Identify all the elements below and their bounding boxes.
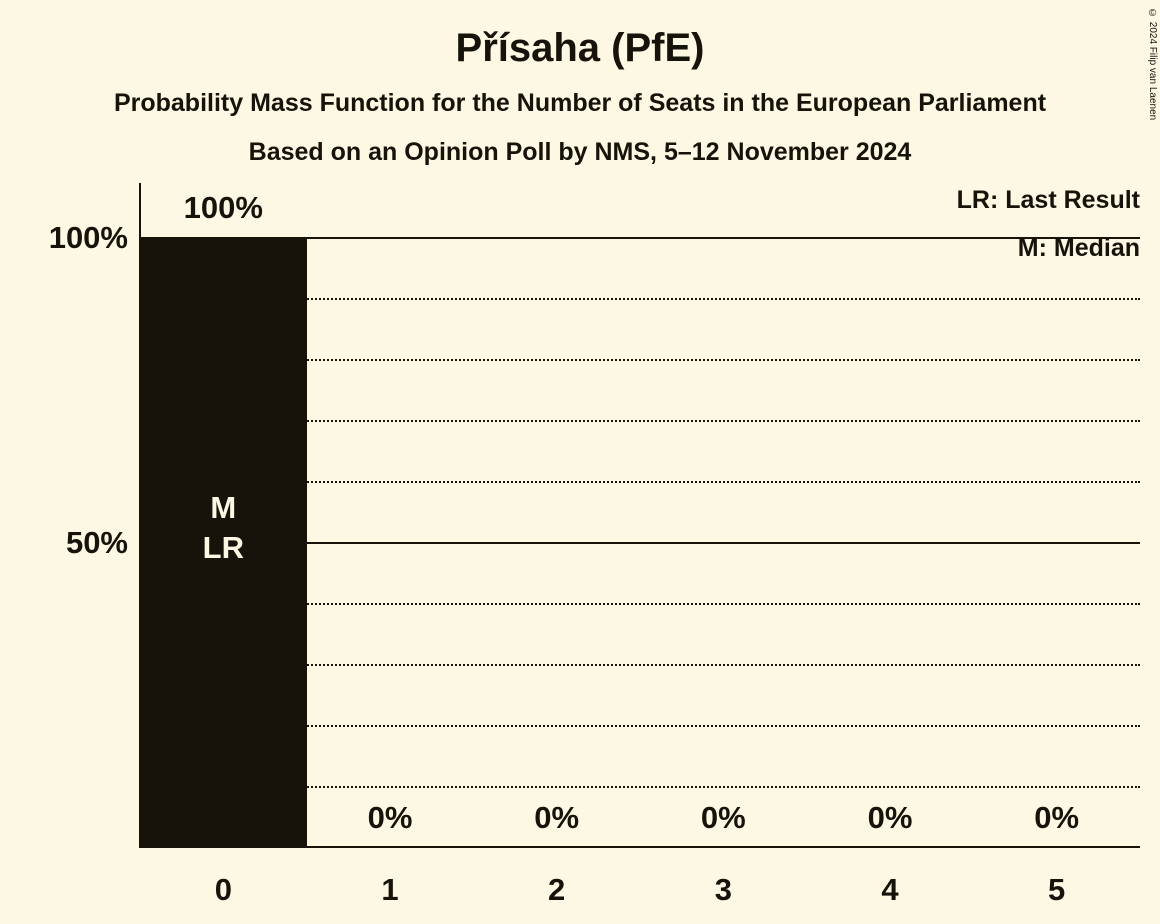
- bar-value-label: 0%: [700, 800, 746, 835]
- gridline-dotted: [140, 603, 1140, 605]
- copyright-text: © 2024 Filip van Laenen: [1147, 8, 1158, 121]
- y-axis-tick-50: 50%: [65, 525, 128, 560]
- bar-value-label: 100%: [183, 190, 263, 225]
- chart-subtitle: Probability Mass Function for the Number…: [113, 89, 1047, 117]
- x-axis-line: [139, 846, 1140, 848]
- x-tick-label: 4: [881, 872, 899, 907]
- gridline-solid: [140, 237, 1140, 239]
- bar-annotation: M LR: [140, 488, 307, 568]
- bar-annotation-line: LR: [202, 530, 244, 565]
- y-axis-tick-100: 100%: [48, 220, 128, 255]
- chart-subtitle-2: Based on an Opinion Poll by NMS, 5–12 No…: [248, 138, 912, 166]
- x-tick-label: 3: [714, 872, 732, 907]
- bar-value-label: 0%: [534, 800, 580, 835]
- x-tick-label: 1: [381, 872, 399, 907]
- legend-last-result: LR: Last Result: [956, 186, 1140, 214]
- bar-value-label: 0%: [867, 800, 913, 835]
- gridline-dotted: [140, 786, 1140, 788]
- x-tick-label: 2: [548, 872, 566, 907]
- gridline-dotted: [140, 725, 1140, 727]
- x-tick-label: 5: [1048, 872, 1066, 907]
- x-tick-label: 0: [214, 872, 232, 907]
- bar-value-label: 0%: [367, 800, 413, 835]
- gridline-dotted: [140, 359, 1140, 361]
- gridline-dotted: [140, 420, 1140, 422]
- gridline-dotted: [140, 481, 1140, 483]
- bar-annotation-line: M: [210, 490, 237, 525]
- gridline-dotted: [140, 298, 1140, 300]
- chart-title: Přísaha (PfE): [455, 26, 705, 70]
- bar-value-label: 0%: [1034, 800, 1080, 835]
- gridline-dotted: [140, 664, 1140, 666]
- y-axis-line: [139, 183, 141, 848]
- bar: [140, 238, 307, 848]
- legend-median: M: Median: [1017, 234, 1140, 262]
- gridline-solid: [140, 542, 1140, 544]
